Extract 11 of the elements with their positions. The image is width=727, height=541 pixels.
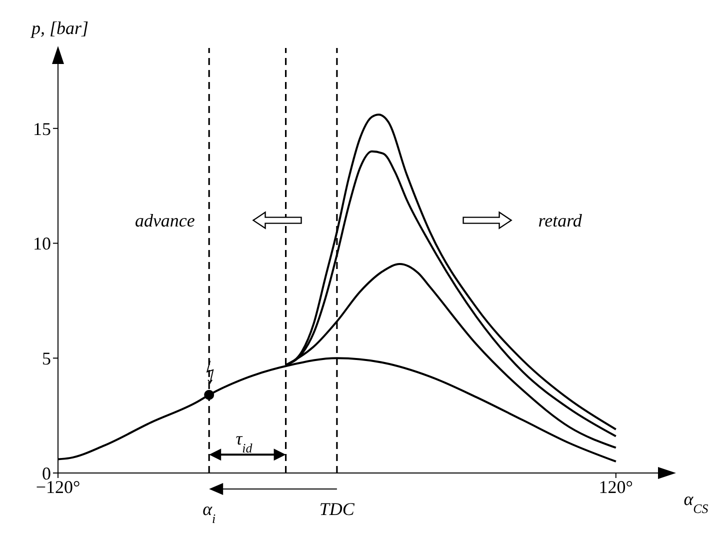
y-tick-label: 5: [42, 348, 51, 369]
annotation: τ$_{id}$: [236, 428, 253, 456]
y-axis-title: p, [bar]: [29, 18, 89, 38]
x-tick-label: 120°: [598, 476, 633, 497]
ref-line-label: TDC: [319, 499, 356, 519]
annotation: advance: [134, 210, 195, 230]
x-axis-title: α$_{CS}$: [684, 489, 709, 516]
annotation: retard: [538, 210, 583, 230]
y-tick-label: 15: [33, 118, 51, 139]
y-tick-label: 10: [33, 234, 51, 254]
ref-line-label: α$_{i}$: [202, 499, 216, 526]
